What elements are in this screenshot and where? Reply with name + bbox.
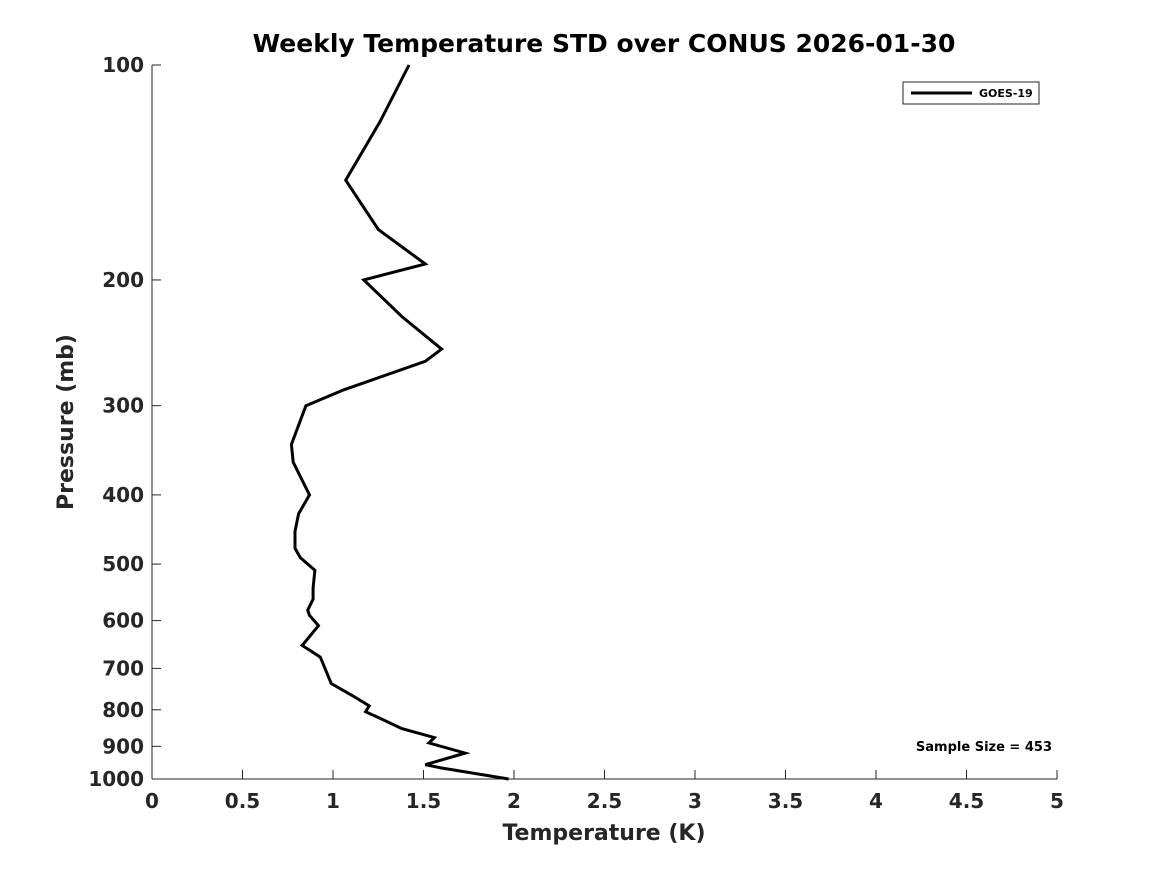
x-tick-label: 0.5 bbox=[225, 789, 260, 813]
y-tick-label: 500 bbox=[102, 552, 144, 576]
legend: GOES-19 bbox=[902, 81, 1040, 105]
x-tick-label: 2 bbox=[507, 789, 521, 813]
x-tick-label: 1.5 bbox=[406, 789, 441, 813]
y-tick-label: 300 bbox=[102, 394, 144, 418]
x-tick-label: 4 bbox=[869, 789, 883, 813]
y-tick-label: 700 bbox=[102, 656, 144, 680]
y-tick-label: 800 bbox=[102, 698, 144, 722]
x-tick-label: 3 bbox=[688, 789, 702, 813]
y-tick-label: 200 bbox=[102, 268, 144, 292]
chart-title: Weekly Temperature STD over CONUS 2026-0… bbox=[253, 29, 956, 58]
y-tick-label: 600 bbox=[102, 609, 144, 633]
sample-size-annotation: Sample Size = 453 bbox=[916, 740, 1052, 755]
x-axis-label: Temperature (K) bbox=[502, 821, 705, 846]
y-tick-label: 900 bbox=[102, 734, 144, 758]
x-ticks: 0 0.5 1 1.5 2 2.5 3 3.5 4 4.5 5 bbox=[145, 770, 1064, 813]
x-tick-label: 0 bbox=[145, 789, 159, 813]
x-tick-label: 5 bbox=[1050, 789, 1064, 813]
x-tick-label: 2.5 bbox=[587, 789, 622, 813]
legend-label-goes-19: GOES-19 bbox=[979, 87, 1033, 100]
series-layer bbox=[289, 64, 509, 781]
x-tick-label: 3.5 bbox=[768, 789, 803, 813]
x-tick-label: 1 bbox=[326, 789, 340, 813]
series-line-goes-19 bbox=[289, 64, 509, 781]
y-ticks: 100 200 300 400 500 600 700 800 900 1000 bbox=[88, 53, 161, 791]
y-axis-label: Pressure (mb) bbox=[54, 334, 79, 510]
y-tick-label: 100 bbox=[102, 53, 144, 77]
y-tick-label: 1000 bbox=[88, 767, 144, 791]
y-tick-label: 400 bbox=[102, 483, 144, 507]
x-tick-label: 4.5 bbox=[949, 789, 984, 813]
